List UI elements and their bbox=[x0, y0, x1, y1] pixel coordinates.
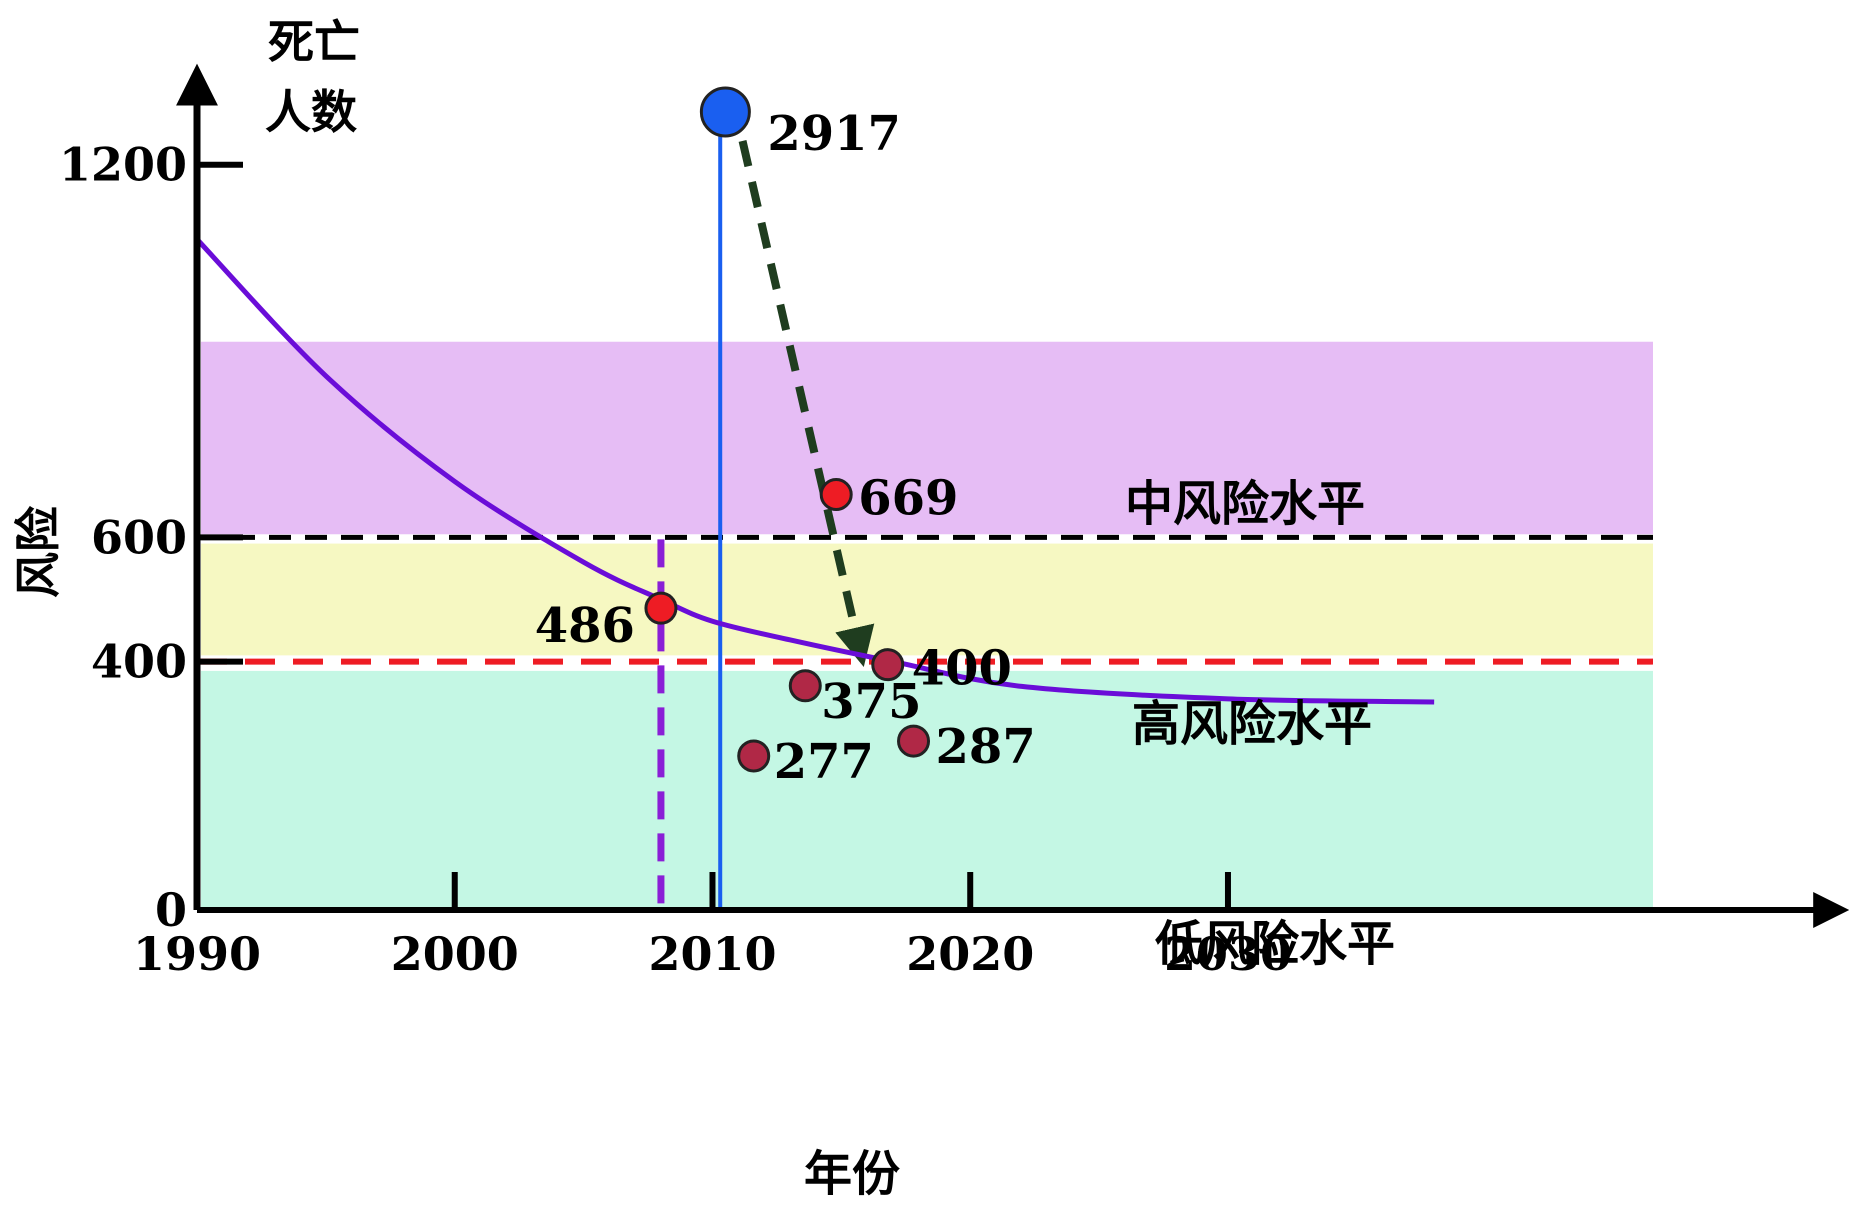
x-tick-label: 1990 bbox=[133, 927, 261, 981]
y-tick-label: 1200 bbox=[59, 138, 187, 192]
axes: 1990 2000 2010 2020 2030 0 400 600 1200 bbox=[59, 63, 1850, 981]
data-point-label: 400 bbox=[912, 641, 1012, 697]
y-axis-title-line-1: 死亡 bbox=[268, 15, 360, 69]
data-point bbox=[819, 478, 853, 512]
data-point-label: 669 bbox=[858, 471, 958, 527]
risk-band-label: 低风险水平 bbox=[1155, 916, 1395, 972]
risk-band-2 bbox=[201, 341, 1653, 535]
y-tick-label: 600 bbox=[91, 510, 187, 564]
risk-bands bbox=[201, 341, 1653, 910]
risk-band-label: 中风险水平 bbox=[1125, 476, 1365, 532]
data-point bbox=[699, 86, 751, 138]
data-point-label: 287 bbox=[936, 719, 1036, 775]
data-point-label: 486 bbox=[535, 598, 635, 654]
dashed-green-arrow bbox=[729, 99, 875, 667]
risk-band-label: 高风险水平 bbox=[1132, 696, 1372, 752]
x-tick-label: 2010 bbox=[648, 927, 776, 981]
y-tick-label: 400 bbox=[91, 635, 187, 689]
data-point bbox=[737, 739, 771, 773]
y-tick-label: 0 bbox=[155, 883, 187, 937]
data-point bbox=[871, 648, 905, 682]
data-point bbox=[644, 591, 678, 625]
x-tick-label: 2020 bbox=[906, 927, 1034, 981]
x-tick-label: 2000 bbox=[391, 927, 519, 981]
data-point-label: 277 bbox=[774, 734, 874, 790]
data-point-label: 2917 bbox=[767, 106, 901, 162]
risk-band-0 bbox=[201, 670, 1653, 910]
trend-curve bbox=[195, 237, 1435, 705]
threshold-lines bbox=[197, 534, 1653, 665]
data-point bbox=[788, 669, 822, 703]
trend-curve-layer bbox=[195, 237, 1435, 705]
side-axis-title: 风险 bbox=[11, 505, 65, 598]
y-axis-title-line-2: 人数 bbox=[265, 85, 357, 139]
data-point-label: 375 bbox=[821, 674, 921, 730]
x-axis-title: 年份 bbox=[804, 1146, 900, 1202]
x-tick-label: 2030 bbox=[1164, 927, 1292, 981]
risk-band-1 bbox=[201, 543, 1653, 656]
data-point bbox=[897, 724, 931, 758]
